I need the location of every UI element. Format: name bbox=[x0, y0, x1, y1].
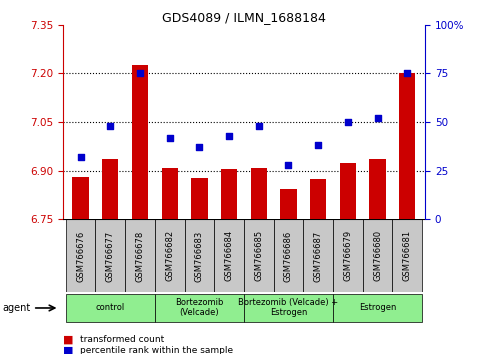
Bar bbox=[369, 159, 386, 219]
Bar bbox=[132, 65, 148, 219]
Point bbox=[77, 154, 85, 160]
Bar bbox=[244, 294, 333, 322]
Text: GSM766676: GSM766676 bbox=[76, 230, 85, 282]
Text: GSM766677: GSM766677 bbox=[106, 230, 115, 282]
Bar bbox=[392, 219, 422, 292]
Text: GSM766682: GSM766682 bbox=[165, 230, 174, 281]
Text: ■: ■ bbox=[63, 335, 73, 345]
Bar bbox=[66, 294, 155, 322]
Bar bbox=[185, 219, 214, 292]
Text: GSM766686: GSM766686 bbox=[284, 230, 293, 282]
Bar bbox=[221, 169, 237, 219]
Text: ■: ■ bbox=[63, 346, 73, 354]
Text: GSM766681: GSM766681 bbox=[403, 230, 412, 281]
Text: percentile rank within the sample: percentile rank within the sample bbox=[80, 346, 233, 354]
Title: GDS4089 / ILMN_1688184: GDS4089 / ILMN_1688184 bbox=[162, 11, 326, 24]
Bar bbox=[363, 219, 392, 292]
Bar bbox=[125, 219, 155, 292]
Text: GSM766678: GSM766678 bbox=[136, 230, 144, 282]
Bar bbox=[66, 219, 96, 292]
Bar bbox=[333, 219, 363, 292]
Bar bbox=[310, 179, 327, 219]
Point bbox=[136, 70, 144, 76]
Bar bbox=[155, 219, 185, 292]
Bar bbox=[72, 177, 89, 219]
Text: Bortezomib (Velcade) +
Estrogen: Bortezomib (Velcade) + Estrogen bbox=[239, 298, 339, 317]
Bar bbox=[251, 167, 267, 219]
Point bbox=[374, 115, 382, 121]
Point bbox=[314, 143, 322, 148]
Text: GSM766683: GSM766683 bbox=[195, 230, 204, 282]
Text: agent: agent bbox=[2, 303, 30, 313]
Text: GSM766684: GSM766684 bbox=[225, 230, 234, 281]
Point bbox=[225, 133, 233, 138]
Text: GSM766679: GSM766679 bbox=[343, 230, 352, 281]
Text: GSM766687: GSM766687 bbox=[313, 230, 323, 282]
Bar bbox=[244, 219, 273, 292]
Bar bbox=[214, 219, 244, 292]
Bar bbox=[96, 219, 125, 292]
Bar bbox=[155, 294, 244, 322]
Point bbox=[106, 123, 114, 129]
Text: Estrogen: Estrogen bbox=[359, 303, 396, 312]
Bar bbox=[280, 189, 297, 219]
Text: control: control bbox=[96, 303, 125, 312]
Point bbox=[255, 123, 263, 129]
Bar bbox=[303, 219, 333, 292]
Point bbox=[403, 70, 411, 76]
Bar bbox=[102, 159, 118, 219]
Bar bbox=[399, 73, 415, 219]
Bar bbox=[340, 163, 356, 219]
Point bbox=[284, 162, 292, 168]
Point bbox=[166, 135, 173, 141]
Bar bbox=[273, 219, 303, 292]
Text: GSM766680: GSM766680 bbox=[373, 230, 382, 281]
Bar bbox=[191, 178, 208, 219]
Bar bbox=[161, 167, 178, 219]
Point bbox=[344, 119, 352, 125]
Point bbox=[196, 144, 203, 150]
Text: transformed count: transformed count bbox=[80, 335, 164, 344]
Text: GSM766685: GSM766685 bbox=[254, 230, 263, 281]
Text: Bortezomib
(Velcade): Bortezomib (Velcade) bbox=[175, 298, 224, 317]
Bar bbox=[333, 294, 422, 322]
